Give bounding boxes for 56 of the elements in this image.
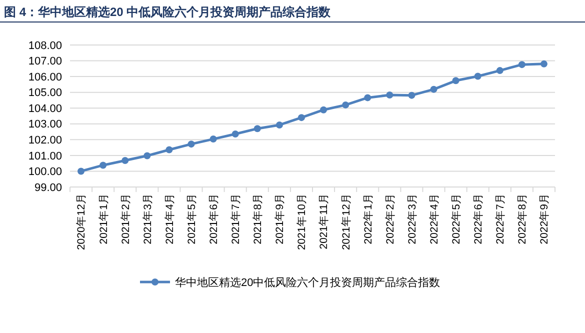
point bbox=[540, 60, 548, 68]
x-tick-label: 2020年12月 bbox=[76, 193, 88, 250]
point bbox=[298, 114, 305, 122]
x-tick-label: 2021年5月 bbox=[186, 193, 198, 244]
y-tick-label: 103.00 bbox=[28, 118, 62, 131]
x-tick-label: 2021年1月 bbox=[98, 193, 110, 244]
point bbox=[474, 72, 482, 80]
point bbox=[386, 92, 394, 99]
y-tick-label: 108.00 bbox=[28, 40, 62, 52]
y-tick-label: 99.00 bbox=[34, 182, 62, 194]
point bbox=[122, 156, 129, 164]
x-tick-label: 2021年9月 bbox=[274, 193, 286, 244]
point bbox=[276, 121, 283, 128]
point bbox=[364, 94, 372, 102]
x-tick-label: 2021年2月 bbox=[120, 193, 132, 244]
x-tick-label: 2021年11月 bbox=[318, 193, 330, 250]
y-tick-label: 100.00 bbox=[28, 166, 62, 178]
chart-title: 图 4：华中地区精选20 中低风险六个月投资周期产品综合指数 bbox=[4, 5, 332, 19]
x-tick-label: 2022年9月 bbox=[538, 193, 551, 244]
point bbox=[342, 101, 350, 108]
x-tick-label: 2022年3月 bbox=[406, 193, 418, 244]
x-tick-label: 2022年1月 bbox=[362, 193, 374, 244]
x-tick-label: 2021年4月 bbox=[164, 193, 176, 244]
x-tick-label: 2021年7月 bbox=[230, 193, 242, 244]
y-tick-label: 104.00 bbox=[28, 102, 62, 115]
x-tick-label: 2022年4月 bbox=[428, 193, 440, 244]
y-tick-label: 105.00 bbox=[28, 87, 62, 100]
point bbox=[452, 77, 460, 84]
point bbox=[144, 152, 151, 160]
point bbox=[210, 136, 217, 143]
y-tick-label: 107.00 bbox=[28, 56, 62, 68]
x-tick-label: 2022年6月 bbox=[472, 193, 485, 244]
x-tick-label: 2021年3月 bbox=[142, 193, 154, 244]
x-tick-label: 2021年8月 bbox=[252, 193, 264, 244]
x-tick-label: 2022年8月 bbox=[516, 193, 529, 244]
x-tick-label: 2022年2月 bbox=[384, 193, 396, 244]
point bbox=[320, 106, 328, 114]
x-tick-label: 2022年7月 bbox=[494, 193, 507, 244]
point bbox=[166, 146, 173, 154]
point bbox=[100, 162, 107, 169]
point bbox=[496, 67, 504, 74]
y-tick-label: 106.00 bbox=[28, 71, 62, 84]
x-tick-label: 2021年6月 bbox=[208, 193, 220, 244]
legend-label: 华中地区精选20中低风险六个月投资周期产品综合指数 bbox=[175, 276, 440, 289]
x-tick-label: 2021年12月 bbox=[340, 193, 352, 250]
point bbox=[408, 92, 416, 99]
point bbox=[254, 125, 261, 132]
point bbox=[430, 86, 438, 93]
point bbox=[188, 140, 195, 148]
x-tick-label: 2021年10月 bbox=[296, 193, 308, 250]
y-tick-label: 101.00 bbox=[28, 150, 62, 162]
point bbox=[518, 61, 526, 68]
y-tick-label: 102.00 bbox=[28, 134, 62, 147]
x-tick-label: 2022年5月 bbox=[450, 193, 462, 244]
point bbox=[78, 168, 85, 175]
point bbox=[232, 130, 239, 138]
